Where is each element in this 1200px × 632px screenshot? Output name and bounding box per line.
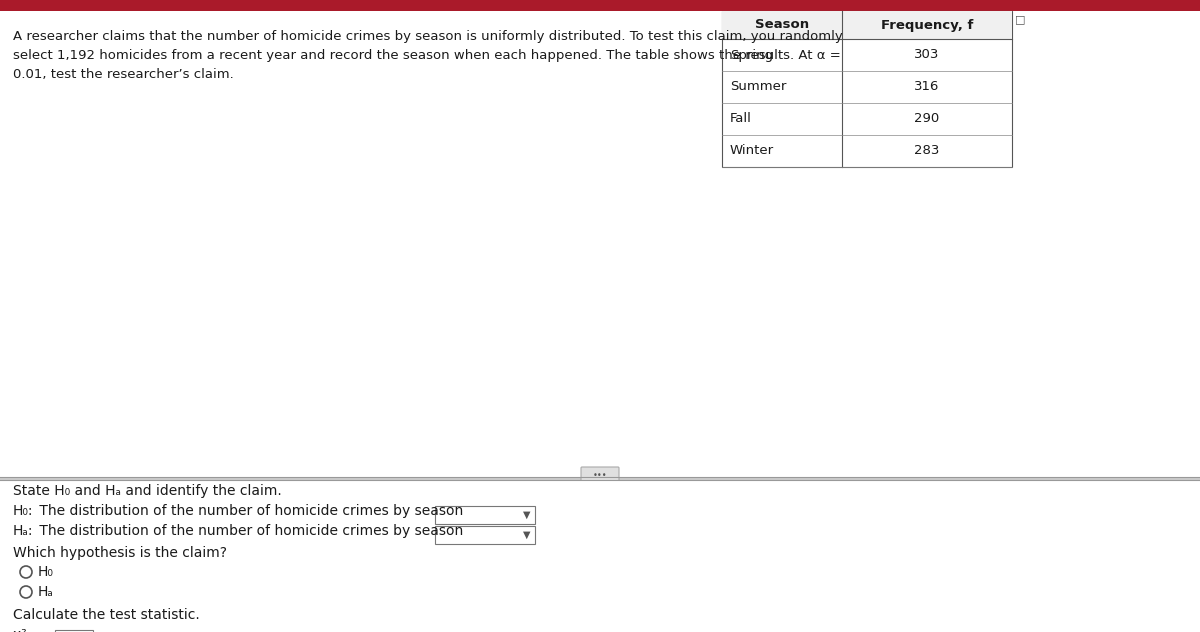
Text: Calculate the test statistic.: Calculate the test statistic. [13,608,199,622]
Text: 290: 290 [914,112,940,126]
FancyBboxPatch shape [722,11,1012,167]
FancyBboxPatch shape [581,467,619,483]
Text: H₀: H₀ [38,565,54,579]
Text: Frequency, f: Frequency, f [881,18,973,32]
Text: x² =: x² = [13,628,43,632]
FancyBboxPatch shape [0,480,1200,632]
Text: Summer: Summer [730,80,786,94]
Text: ▼: ▼ [522,510,530,520]
Text: H₀:: H₀: [13,504,34,518]
Text: Which hypothesis is the claim?: Which hypothesis is the claim? [13,546,227,560]
FancyBboxPatch shape [0,0,1200,11]
FancyBboxPatch shape [55,630,94,632]
Text: Winter: Winter [730,145,774,157]
Text: 283: 283 [914,145,940,157]
Text: □: □ [1015,14,1026,24]
Text: Hₐ:: Hₐ: [13,524,34,538]
Text: State H₀ and Hₐ and identify the claim.: State H₀ and Hₐ and identify the claim. [13,484,282,498]
Text: The distribution of the number of homicide crimes by season: The distribution of the number of homici… [35,504,463,518]
FancyBboxPatch shape [722,11,1012,39]
Text: Spring: Spring [730,49,773,61]
Text: 316: 316 [914,80,940,94]
Text: select 1,192 homicides from a recent year and record the season when each happen: select 1,192 homicides from a recent yea… [13,49,841,62]
Text: Season: Season [755,18,809,32]
Text: Hₐ: Hₐ [38,585,54,599]
FancyBboxPatch shape [0,11,1200,477]
Text: A researcher claims that the number of homicide crimes by season is uniformly di: A researcher claims that the number of h… [13,30,842,43]
Text: 0.01, test the researcher’s claim.: 0.01, test the researcher’s claim. [13,68,234,81]
Text: ▼: ▼ [522,530,530,540]
FancyBboxPatch shape [436,526,535,544]
Text: 303: 303 [914,49,940,61]
FancyBboxPatch shape [436,506,535,524]
Text: The distribution of the number of homicide crimes by season: The distribution of the number of homici… [35,524,463,538]
FancyBboxPatch shape [0,480,1200,632]
Text: •••: ••• [593,470,607,480]
Text: Fall: Fall [730,112,752,126]
